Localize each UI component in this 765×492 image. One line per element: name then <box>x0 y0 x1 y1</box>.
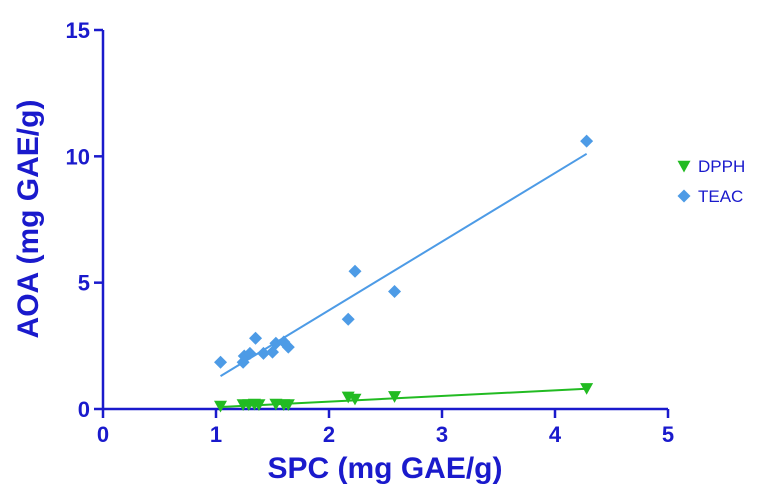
teac-point <box>348 264 362 278</box>
x-tick-label: 1 <box>210 422 222 447</box>
teac-point <box>243 346 257 360</box>
teac-point <box>580 134 594 148</box>
legend-item-teac: TEAC <box>677 187 743 206</box>
y-tick-label: 0 <box>78 397 90 422</box>
legend-label-dpph: DPPH <box>698 157 745 176</box>
dpph-point <box>580 383 594 395</box>
x-tick-label: 0 <box>97 422 109 447</box>
data-points <box>214 134 594 413</box>
axes <box>101 30 668 411</box>
x-tick-label: 2 <box>323 422 335 447</box>
legend: DPPH TEAC <box>677 157 745 206</box>
teac-point <box>256 346 270 360</box>
dpph-point <box>252 399 266 411</box>
teac-point <box>249 331 263 345</box>
dpph-point <box>388 391 402 403</box>
trendlines <box>220 152 588 408</box>
dpph-point <box>281 399 295 411</box>
teac-point <box>269 336 283 350</box>
dpph-point <box>214 400 228 413</box>
legend-marker-teac <box>677 189 691 203</box>
y-tick-label: 15 <box>66 18 90 43</box>
x-tick-label: 4 <box>549 422 562 447</box>
y-tick-label: 5 <box>78 271 90 296</box>
y-tick-label: 10 <box>66 144 90 169</box>
teac-point <box>341 312 355 326</box>
teac-point <box>281 340 295 354</box>
legend-item-dpph: DPPH <box>677 157 745 176</box>
teac-point <box>388 285 402 299</box>
teac-point <box>214 355 228 369</box>
x-tick-label: 3 <box>436 422 448 447</box>
x-axis-title: SPC (mg GAE/g) <box>267 452 502 485</box>
dpph-point <box>348 393 362 406</box>
y-axis-title: AOA (mg GAE/g) <box>12 100 45 339</box>
legend-marker-dpph <box>677 160 691 173</box>
legend-label-teac: TEAC <box>698 187 743 206</box>
x-tick-label: 5 <box>662 422 674 447</box>
ticks: 0 1 2 3 4 5 0 5 10 15 <box>66 18 675 447</box>
